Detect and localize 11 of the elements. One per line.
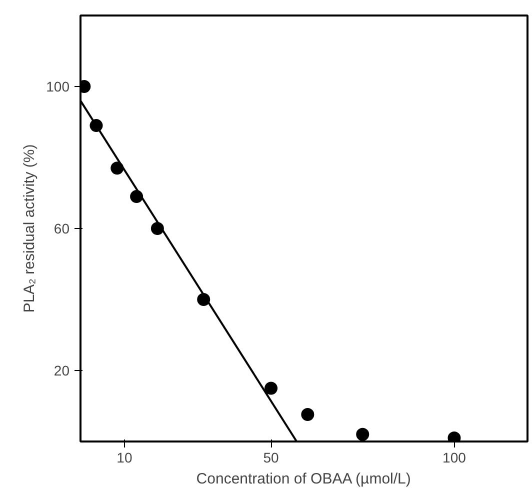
y-tick-label: 20 bbox=[54, 362, 70, 378]
x-tick-label: 100 bbox=[442, 450, 466, 466]
y-tick-label: 100 bbox=[46, 78, 70, 94]
x-tick-label: 50 bbox=[263, 450, 280, 466]
point bbox=[301, 408, 314, 422]
point bbox=[264, 382, 278, 395]
point bbox=[356, 428, 370, 441]
x-tick-label: 10 bbox=[116, 450, 132, 466]
y-tick-label: 60 bbox=[54, 220, 70, 236]
y-axis-title: PLA₂ residual activity (%) bbox=[21, 144, 38, 313]
x-axis-title: Concentration of OBAA (µmol/L) bbox=[196, 470, 411, 488]
